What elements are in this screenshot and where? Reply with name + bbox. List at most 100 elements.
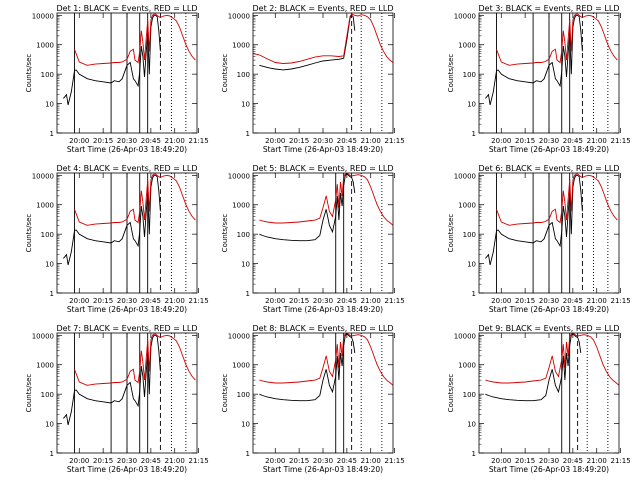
y-tick-label: 100 (463, 231, 476, 239)
x-tick-label: 20:15 (289, 457, 309, 465)
y-tick-label: 1000 (458, 42, 476, 50)
panel-title: Det 8: BLACK = Events, RED = LLD (253, 324, 394, 333)
panel-det-5: Det 5: BLACK = Events, RED = LLD 1 10 100 10… (221, 164, 405, 314)
x-tick-label: 21:00 (587, 457, 607, 465)
y-tick-label: 1000 (458, 202, 476, 210)
plot-area (485, 333, 619, 453)
series-events (259, 333, 356, 402)
y-axis-label: Counts/sec (221, 54, 229, 93)
series-lld (74, 13, 196, 66)
x-axis-label: Start Time (26-Apr-03 18:49:20) (263, 145, 383, 154)
y-tick-label: 1000 (232, 362, 250, 370)
x-tick-label: 20:00 (265, 297, 285, 305)
panel-title: Det 6: BLACK = Events, RED = LLD (479, 164, 620, 173)
series-lld (259, 333, 393, 386)
x-axis-label: Start Time (26-Apr-03 18:49:20) (67, 465, 187, 474)
x-tick-label: 21:15 (188, 137, 208, 145)
y-tick-label: 10000 (32, 12, 54, 20)
y-axis-label: Counts/sec (447, 54, 455, 93)
x-tick-label: 20:30 (117, 457, 137, 465)
x-tick-label: 21:15 (610, 297, 630, 305)
panel-title: Det 7: BLACK = Events, RED = LLD (57, 324, 198, 333)
y-tick-label: 100 (237, 231, 250, 239)
series-lld (253, 13, 393, 64)
plot-area (63, 13, 196, 133)
x-tick-label: 21:15 (384, 457, 404, 465)
panel-title: Det 5: BLACK = Events, RED = LLD (253, 164, 394, 173)
panel-title: Det 1: BLACK = Events, RED = LLD (57, 4, 198, 13)
x-tick-label: 20:30 (117, 297, 137, 305)
plot-area (63, 333, 196, 453)
plot-area (259, 173, 393, 293)
y-axis-label: Counts/sec (25, 374, 33, 413)
x-tick-label: 20:00 (265, 137, 285, 145)
x-tick-label: 20:15 (515, 137, 535, 145)
series-lld (259, 173, 393, 226)
plot-area (485, 173, 618, 293)
x-tick-label: 20:30 (313, 297, 333, 305)
x-tick-label: 20:15 (515, 457, 535, 465)
x-axis-label: Start Time (26-Apr-03 18:49:20) (489, 465, 609, 474)
y-tick-label: 1000 (232, 42, 250, 50)
axes-frame (252, 12, 394, 134)
y-tick-label: 1 (472, 290, 476, 298)
x-tick-label: 20:45 (141, 297, 161, 305)
y-tick-label: 1 (246, 290, 250, 298)
y-tick-label: 10000 (32, 332, 54, 340)
x-tick-label: 20:45 (141, 137, 161, 145)
series-events (63, 174, 161, 266)
x-tick-label: 20:15 (93, 137, 113, 145)
x-tick-label: 21:00 (587, 137, 607, 145)
series-events (259, 173, 356, 242)
y-tick-label: 1 (472, 450, 476, 458)
x-tick-label: 20:15 (515, 297, 535, 305)
y-tick-label: 1000 (36, 362, 54, 370)
x-tick-label: 20:30 (117, 137, 137, 145)
series-events (485, 14, 583, 106)
y-tick-label: 100 (41, 71, 54, 79)
y-tick-label: 100 (237, 71, 250, 79)
y-tick-label: 10000 (228, 332, 250, 340)
series-events (63, 14, 161, 106)
x-tick-label: 20:30 (539, 297, 559, 305)
y-tick-label: 10000 (228, 12, 250, 20)
y-tick-label: 10 (45, 261, 54, 269)
y-tick-label: 10000 (454, 12, 476, 20)
y-tick-label: 1000 (36, 202, 54, 210)
y-tick-label: 1 (246, 450, 250, 458)
x-axis-label: Start Time (26-Apr-03 18:49:20) (263, 305, 383, 314)
y-tick-label: 10 (45, 101, 54, 109)
y-tick-label: 1 (50, 290, 54, 298)
y-tick-label: 10 (467, 261, 476, 269)
x-tick-label: 21:00 (587, 297, 607, 305)
series-events (485, 174, 583, 266)
x-tick-label: 20:00 (491, 297, 511, 305)
x-tick-label: 21:00 (165, 137, 185, 145)
y-axis-label: Counts/sec (25, 54, 33, 93)
y-axis-label: Counts/sec (447, 214, 455, 253)
x-tick-label: 20:00 (69, 297, 89, 305)
panel-det-8: Det 8: BLACK = Events, RED = LLD 1 10 100 10… (221, 324, 405, 474)
series-events (63, 334, 161, 426)
plot-area (259, 333, 393, 453)
x-tick-label: 20:00 (491, 457, 511, 465)
series-lld (496, 173, 618, 226)
y-tick-label: 10000 (454, 172, 476, 180)
y-axis-label: Counts/sec (221, 374, 229, 413)
y-axis-label: Counts/sec (25, 214, 33, 253)
panel-det-9: Det 9: BLACK = Events, RED = LLD 1 10 100 10… (447, 324, 631, 474)
x-tick-label: 20:15 (93, 297, 113, 305)
plot-area (63, 173, 196, 293)
x-tick-label: 21:15 (384, 137, 404, 145)
y-tick-label: 100 (463, 71, 476, 79)
series-lld (74, 173, 196, 226)
y-tick-label: 1 (50, 450, 54, 458)
x-tick-label: 21:00 (361, 137, 381, 145)
panel-title: Det 2: BLACK = Events, RED = LLD (253, 4, 394, 13)
y-tick-label: 100 (463, 391, 476, 399)
x-tick-label: 20:30 (313, 137, 333, 145)
x-tick-label: 20:15 (289, 137, 309, 145)
x-tick-label: 20:00 (69, 137, 89, 145)
panel-det-4: Det 4: BLACK = Events, RED = LLD 1 10 100 10… (25, 164, 209, 314)
